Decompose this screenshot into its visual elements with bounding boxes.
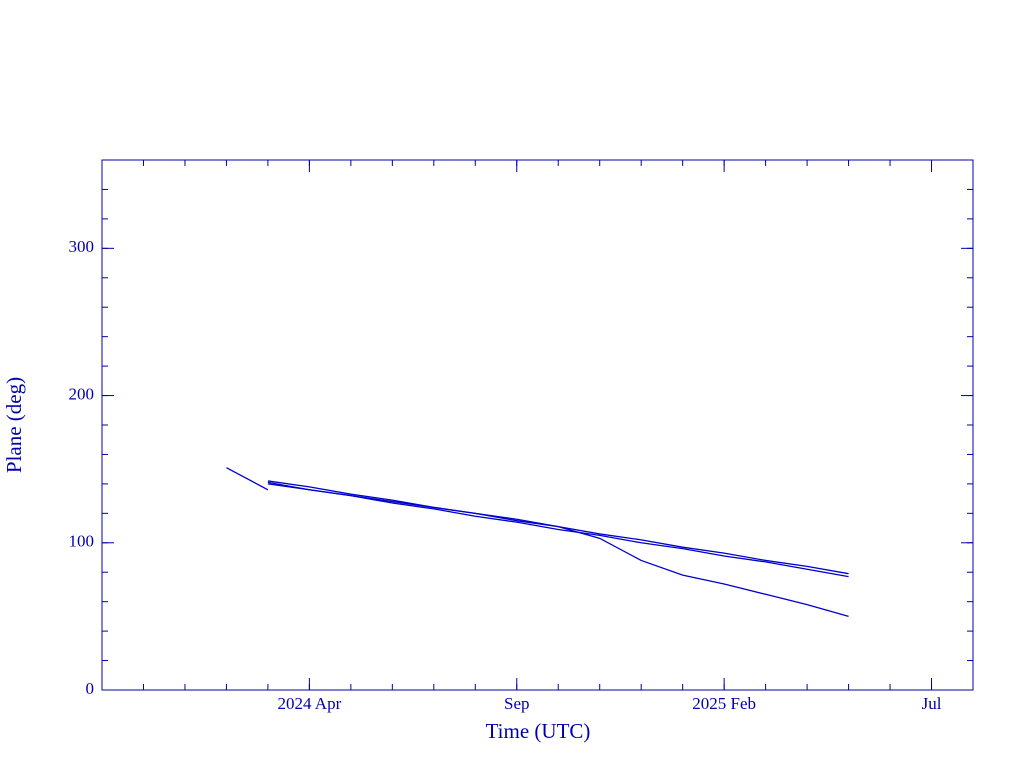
y-tick-label: 100 <box>69 532 95 551</box>
plot-frame <box>101 159 974 691</box>
y-tick-label: 0 <box>86 679 95 698</box>
series-line <box>226 467 269 491</box>
y-tick-label: 200 <box>69 384 95 403</box>
x-tick-label: Jul <box>922 694 942 713</box>
series-line <box>267 483 849 618</box>
series-line <box>267 480 849 575</box>
y-axis-label: Plane (deg) <box>2 377 26 473</box>
x-axis-label: Time (UTC) <box>486 719 591 743</box>
y-tick-label: 300 <box>69 237 95 256</box>
x-tick-label: 2025 Feb <box>692 694 756 713</box>
x-tick-label: 2024 Apr <box>278 694 342 713</box>
x-tick-label: Sep <box>504 694 530 713</box>
